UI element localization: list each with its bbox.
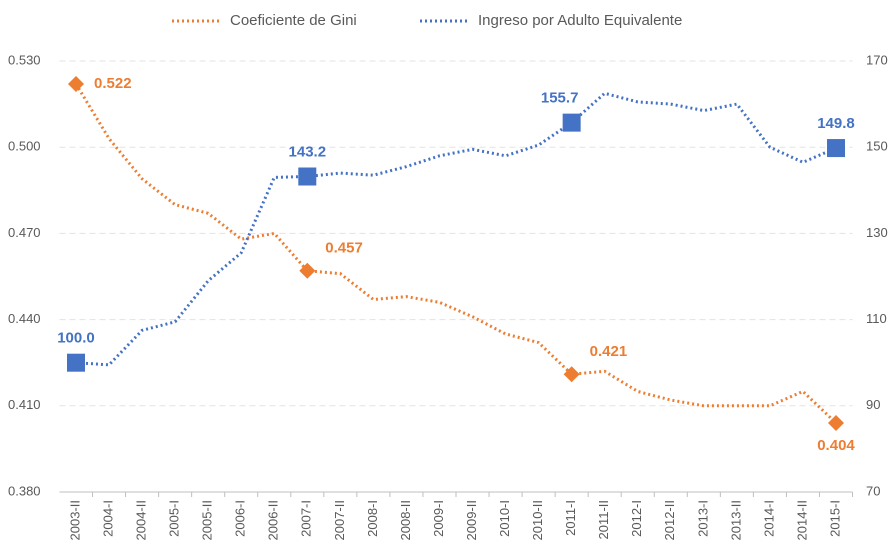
x-tick-label: 2004-I [100, 500, 115, 537]
x-tick-label: 2008-I [365, 500, 380, 537]
y2-tick-label: 130 [866, 225, 888, 240]
x-tick-label: 2013-II [728, 500, 743, 540]
value-label: 100.0 [57, 330, 95, 347]
value-label: 149.8 [817, 115, 855, 132]
value-label: 0.522 [94, 75, 132, 92]
x-tick-label: 2013-I [695, 500, 710, 537]
y2-tick-label: 150 [866, 139, 888, 154]
y-tick-label: 0.530 [8, 52, 41, 67]
value-label: 143.2 [289, 143, 327, 160]
x-tick-label: 2004-II [134, 500, 149, 540]
diamond-marker [828, 415, 844, 432]
legend-label: Coeficiente de Gini [230, 12, 357, 29]
y2-tick-label: 170 [866, 52, 888, 67]
x-tick-label: 2006-II [266, 500, 281, 540]
y-tick-label: 0.380 [8, 483, 41, 498]
x-tick-label: 2010-II [530, 500, 545, 540]
diamond-marker [563, 366, 580, 383]
square-marker [298, 167, 317, 186]
x-tick-label: 2011-I [563, 500, 578, 536]
x-tick-label: 2007-II [332, 500, 347, 540]
x-tick-label: 2014-II [794, 500, 809, 540]
data-line [75, 91, 837, 367]
value-label: 0.421 [590, 343, 628, 360]
x-tick-label: 2015-I [827, 500, 842, 537]
x-tick-label: 2011-II [596, 500, 611, 540]
value-label: 155.7 [541, 90, 579, 107]
x-tick-label: 2010-I [497, 500, 512, 537]
y-tick-label: 0.470 [8, 225, 41, 240]
x-tick-label: 2009-II [464, 500, 479, 540]
legend-label: Ingreso por Adulto Equivalente [478, 12, 682, 29]
square-marker [562, 113, 581, 132]
square-marker [827, 139, 845, 158]
x-tick-label: 2009-I [431, 500, 446, 537]
value-label: 0.457 [325, 240, 363, 257]
y2-tick-label: 70 [866, 483, 880, 498]
x-tick-label: 2008-II [398, 500, 413, 540]
y-tick-label: 0.410 [8, 397, 41, 412]
y-tick-label: 0.500 [8, 139, 41, 154]
value-label: 0.404 [817, 437, 855, 454]
x-tick-label: 2012-I [629, 500, 644, 537]
diamond-marker [299, 262, 316, 279]
diamond-marker [68, 75, 84, 92]
x-tick-label: 2012-II [662, 500, 677, 540]
y2-tick-label: 90 [866, 397, 880, 412]
x-tick-label: 2007-I [299, 500, 314, 537]
x-tick-label: 2005-II [200, 500, 215, 540]
x-tick-label: 2014-I [761, 500, 776, 537]
x-tick-label: 2006-I [233, 500, 248, 537]
x-tick-label: 2003-II [67, 500, 82, 540]
x-tick-label: 2005-I [167, 500, 182, 537]
y-tick-label: 0.440 [8, 311, 41, 326]
square-marker [67, 353, 85, 372]
data-line [74, 83, 838, 425]
y2-tick-label: 110 [866, 311, 887, 326]
